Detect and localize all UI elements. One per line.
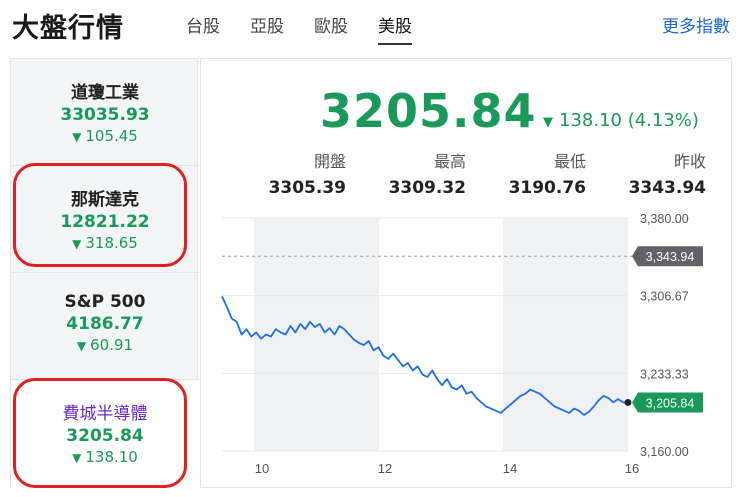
index-change-value: 318.65 (85, 234, 138, 252)
stat-low: 最低 3190.76 (486, 148, 586, 198)
stat-value: 3309.32 (388, 178, 466, 198)
down-arrow-icon: ▼ (72, 130, 82, 144)
tab-taiwan[interactable]: 台股 (186, 17, 220, 37)
index-card-sp500[interactable]: S&P 500 4186.77 ▼ 60.91 (11, 273, 199, 379)
index-name: S&P 500 (64, 292, 146, 312)
tab-us[interactable]: 美股 (378, 12, 412, 45)
page-title: 大盤行情 (12, 13, 124, 44)
market-tabs: 台股 亞股 歐股 美股 (186, 12, 442, 45)
stat-label: 最低 (553, 152, 586, 171)
tab-europe[interactable]: 歐股 (314, 17, 348, 37)
price-change-value: 138.10 (4.13%) (559, 110, 699, 131)
index-name: 那斯達克 (71, 190, 139, 210)
index-name: 費城半導體 (62, 404, 148, 424)
index-change: ▼ 105.45 (11, 127, 199, 145)
stat-value: 3190.76 (508, 178, 586, 198)
index-change-value: 105.45 (85, 127, 138, 145)
index-card-nasdaq[interactable]: 那斯達克 12821.22 ▼ 318.65 (11, 166, 199, 272)
current-price: 3205.84 (320, 84, 537, 138)
index-change: ▼ 138.10 (11, 448, 199, 466)
index-name: 道瓊工業 (71, 83, 139, 103)
down-arrow-icon: ▼ (76, 339, 87, 353)
stat-label: 最高 (433, 152, 466, 171)
stat-value: 3305.39 (268, 178, 346, 198)
index-card-sox[interactable]: 費城半導體 3205.84 ▼ 138.10 (11, 380, 199, 488)
stat-open: 開盤 3305.39 (246, 148, 346, 198)
index-change: ▼ 318.65 (11, 234, 199, 252)
index-change-value: 138.10 (85, 448, 138, 466)
stat-high: 最高 3309.32 (366, 148, 466, 198)
index-change-value: 60.91 (90, 336, 134, 354)
index-price: 12821.22 (60, 212, 150, 232)
index-price: 4186.77 (66, 314, 144, 334)
index-change: ▼ 60.91 (11, 336, 199, 354)
stat-value: 3343.94 (628, 178, 706, 198)
more-indices-link[interactable]: 更多指數 (662, 17, 730, 37)
index-card-dow[interactable]: 道瓊工業 33035.93 ▼ 105.45 (11, 59, 199, 165)
index-sidebar: 道瓊工業 33035.93 ▼ 105.45 那斯達克 12821.22 ▼ 318… (10, 58, 199, 488)
index-price: 3205.84 (66, 426, 144, 446)
down-arrow-icon: ▼ (72, 451, 82, 465)
down-arrow-icon: ▼ (543, 115, 553, 130)
stat-prev-close: 昨收 3343.94 (606, 148, 706, 198)
price-change: ▼ 138.10 (4.13%) (543, 110, 699, 131)
stat-label: 昨收 (673, 152, 706, 171)
stat-label: 開盤 (313, 152, 346, 171)
down-arrow-icon: ▼ (72, 237, 82, 251)
tab-asia[interactable]: 亞股 (250, 17, 284, 37)
divider (11, 272, 199, 273)
index-price: 33035.93 (60, 105, 150, 125)
